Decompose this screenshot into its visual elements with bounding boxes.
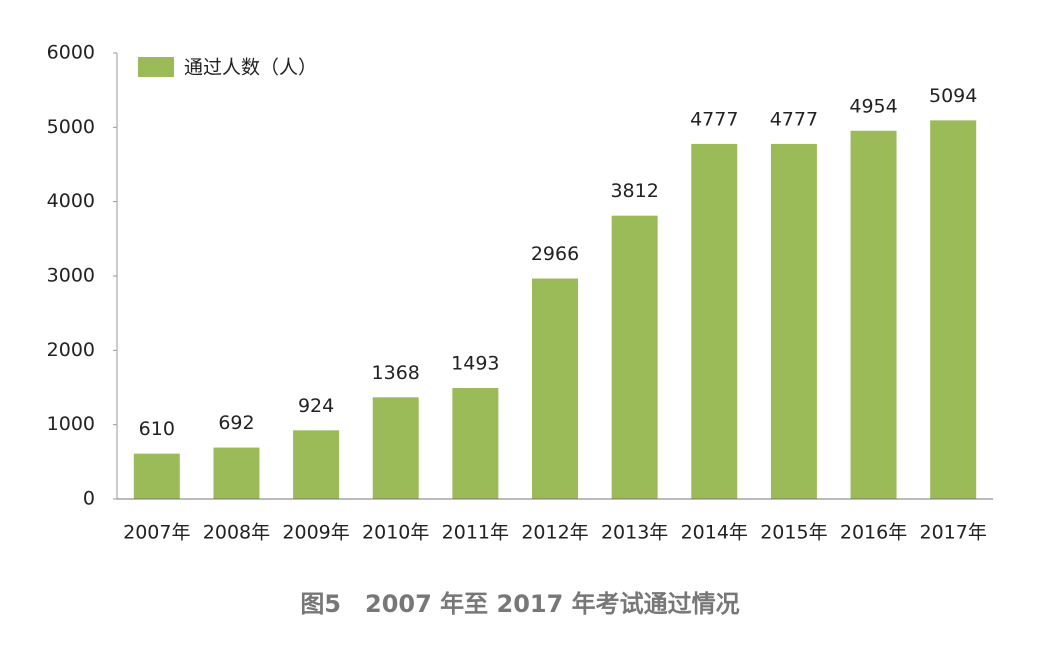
x-tick-label: 2014年 bbox=[681, 522, 748, 544]
legend-label: 通过人数（人） bbox=[184, 57, 317, 79]
data-label: 1493 bbox=[451, 353, 499, 375]
x-tick-label: 2009年 bbox=[282, 522, 349, 544]
bar bbox=[293, 430, 340, 499]
legend-swatch bbox=[138, 57, 174, 77]
data-label: 4777 bbox=[690, 108, 738, 130]
data-label: 2966 bbox=[531, 243, 579, 265]
data-label: 4777 bbox=[770, 108, 818, 130]
data-label: 1368 bbox=[372, 362, 420, 384]
y-tick-label: 3000 bbox=[47, 265, 95, 287]
data-label: 5094 bbox=[929, 85, 977, 107]
bar bbox=[213, 447, 260, 499]
x-tick-label: 2015年 bbox=[760, 522, 827, 544]
bar bbox=[133, 453, 180, 499]
bar bbox=[770, 143, 817, 499]
bar bbox=[930, 120, 977, 499]
data-label: 692 bbox=[218, 412, 254, 434]
x-tick-label: 2013年 bbox=[601, 522, 668, 544]
y-tick-label: 0 bbox=[83, 488, 95, 510]
x-tick-label: 2007年 bbox=[123, 522, 190, 544]
x-tick-label: 2008年 bbox=[203, 522, 270, 544]
data-label: 610 bbox=[139, 418, 175, 440]
bar bbox=[850, 130, 897, 499]
bar bbox=[372, 397, 419, 499]
y-tick-label: 2000 bbox=[47, 339, 95, 361]
y-tick-label: 6000 bbox=[47, 42, 95, 64]
x-tick-label: 2012年 bbox=[521, 522, 588, 544]
bar bbox=[691, 143, 738, 499]
y-tick-label: 4000 bbox=[47, 190, 95, 212]
data-label: 3812 bbox=[610, 180, 658, 202]
bar bbox=[452, 388, 499, 499]
chart-title: 图5 2007 年至 2017 年考试通过情况 bbox=[300, 590, 739, 618]
bar bbox=[611, 215, 658, 499]
x-tick-label: 2017年 bbox=[920, 522, 987, 544]
x-tick-label: 2016年 bbox=[840, 522, 907, 544]
data-label: 4954 bbox=[849, 95, 897, 117]
data-label: 924 bbox=[298, 395, 334, 417]
x-tick-label: 2011年 bbox=[442, 522, 509, 544]
bar bbox=[532, 278, 578, 499]
y-tick-label: 1000 bbox=[47, 413, 95, 435]
x-tick-label: 2010年 bbox=[362, 522, 429, 544]
y-tick-label: 5000 bbox=[47, 116, 95, 138]
